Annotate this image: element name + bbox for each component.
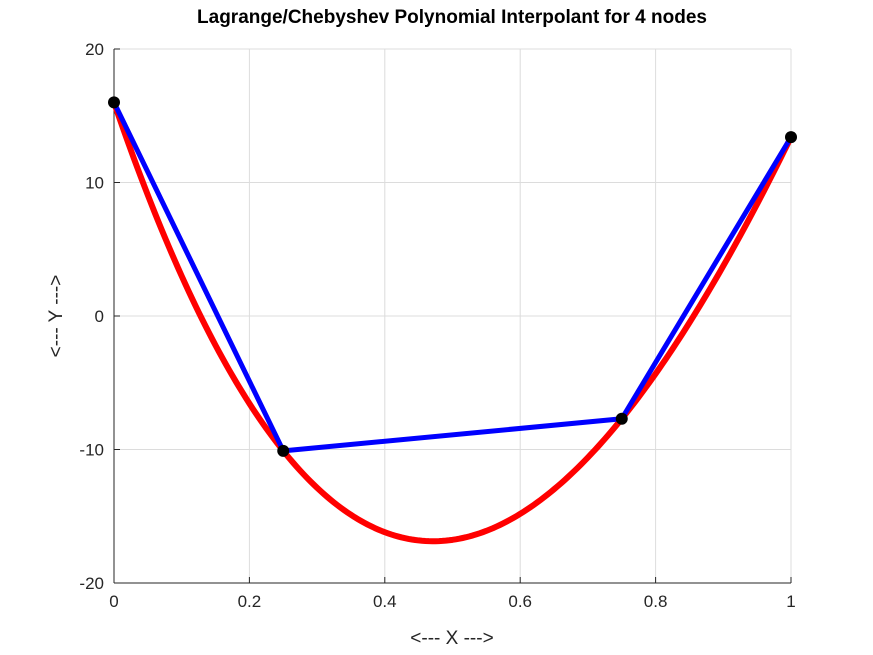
x-tick-label: 0.8	[644, 592, 668, 611]
y-tick-label: 0	[95, 307, 104, 326]
y-tick-label: 20	[85, 40, 104, 59]
node-marker	[615, 412, 628, 425]
y-tick-label: 10	[85, 174, 104, 193]
piecewise-linear-line	[111, 101, 794, 454]
x-tick-label: 1	[786, 592, 795, 611]
x-tick-label: 0.6	[508, 592, 532, 611]
x-tick-label: 0	[109, 592, 118, 611]
y-axis-label: <--- Y --->	[46, 275, 67, 358]
x-tick-label: 0.2	[238, 592, 262, 611]
y-tick-label: -20	[79, 574, 104, 593]
x-axis-label: <--- X --->	[410, 628, 493, 649]
ticks: 0 0.2 0.4 0.6 0.8 1 -20 -10 0 10 20	[79, 40, 795, 611]
node-marker	[108, 96, 120, 109]
x-tick-label: 0.4	[373, 592, 397, 611]
interpolant-curve	[111, 101, 794, 545]
node-marker	[785, 131, 797, 144]
series	[108, 96, 797, 545]
y-tick-label: -10	[79, 441, 104, 460]
node-marker	[277, 444, 290, 457]
chart-title: Lagrange/Chebyshev Polynomial Interpolan…	[197, 7, 707, 28]
